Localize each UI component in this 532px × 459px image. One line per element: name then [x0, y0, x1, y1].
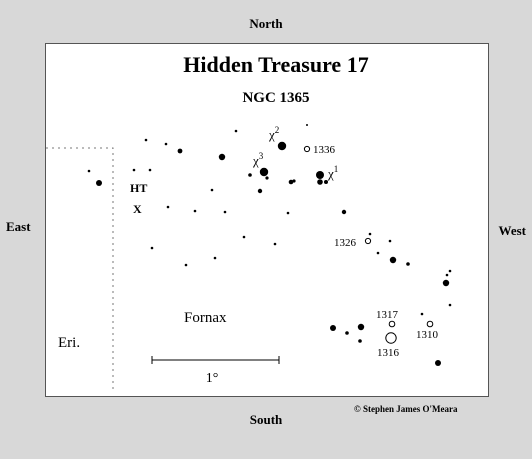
field-star	[273, 242, 277, 246]
field-star	[388, 239, 392, 243]
galaxy-ngc-1326: 1326	[334, 237, 372, 249]
field-star	[193, 209, 197, 213]
field-star	[242, 235, 246, 239]
galaxy-ngc-1326-label: 1326	[334, 237, 357, 249]
field-star	[341, 209, 347, 215]
field-star	[234, 129, 238, 133]
field-star	[448, 303, 452, 307]
scale-bar: 1°	[151, 356, 280, 386]
star-chi-3-label: χ3	[252, 151, 264, 168]
direction-north: North	[249, 16, 283, 31]
field-star	[87, 169, 91, 173]
direction-east: East	[6, 219, 31, 234]
copyright-notice: © Stephen James O'Meara	[354, 404, 458, 414]
field-star	[442, 279, 450, 287]
label-eridanus: Eri.	[58, 335, 80, 351]
field-star	[368, 232, 372, 236]
field-star	[164, 142, 168, 146]
field-stars	[87, 124, 452, 366]
star-chi-2-label: χ2	[268, 125, 279, 142]
field-star	[420, 312, 424, 316]
galaxy-ngc-1310-label: 1310	[416, 329, 439, 341]
field-star	[150, 246, 154, 250]
galaxy-ngc-1336: 1336	[303, 144, 336, 156]
field-star	[324, 180, 328, 184]
scale-bar-label: 1°	[206, 371, 219, 386]
target-label-ht: HT	[130, 181, 147, 195]
galaxy-ngc-1316: 1316	[377, 332, 400, 359]
field-star	[286, 211, 290, 215]
field-star	[223, 210, 227, 214]
field-star	[213, 256, 217, 260]
field-star	[210, 188, 214, 192]
star-field: Hidden Treasure 17 NGC 1365 Eri. Fornax …	[46, 52, 452, 391]
field-star	[306, 124, 308, 126]
direction-west: West	[498, 223, 526, 238]
star-chi-1: χ1	[316, 164, 338, 185]
galaxy-ngc-1317-label: 1317	[376, 309, 399, 321]
chart-subtitle: NGC 1365	[242, 90, 309, 106]
galaxy-ngc-1336-label: 1336	[313, 144, 336, 156]
star-chi-3: χ3	[252, 151, 269, 177]
field-star	[389, 256, 397, 264]
field-star	[184, 263, 188, 267]
field-star	[445, 273, 449, 277]
field-star	[358, 339, 362, 343]
galaxy-ngc-1310: 1310	[416, 320, 439, 341]
field-star	[448, 269, 452, 273]
label-fornax: Fornax	[184, 310, 227, 326]
field-star	[265, 176, 269, 180]
star-chi-1-label: χ1	[327, 164, 338, 181]
field-star	[144, 138, 148, 142]
direction-south: South	[249, 412, 283, 427]
field-star	[132, 168, 136, 172]
target-label-x: X	[133, 202, 142, 216]
field-star	[218, 153, 226, 161]
field-star	[148, 168, 152, 172]
galaxy-ngc-1316-label: 1316	[377, 347, 400, 359]
galaxy-ngc-1317: 1317	[376, 309, 399, 328]
field-star	[166, 205, 170, 209]
field-star	[248, 173, 252, 177]
field-star	[357, 323, 365, 331]
field-star	[177, 148, 183, 154]
constellation-boundary	[46, 147, 114, 391]
star-chart: Hidden Treasure 17 NGC 1365 Eri. Fornax …	[45, 43, 489, 397]
chart-title: Hidden Treasure 17	[183, 52, 368, 77]
field-star	[330, 325, 336, 331]
field-star	[435, 360, 441, 366]
field-star	[376, 251, 380, 255]
field-star	[406, 262, 410, 266]
star-chi-2: χ2	[268, 125, 287, 151]
field-star	[345, 331, 349, 335]
field-star	[257, 188, 263, 194]
field-star	[288, 179, 294, 185]
field-star	[96, 180, 102, 186]
